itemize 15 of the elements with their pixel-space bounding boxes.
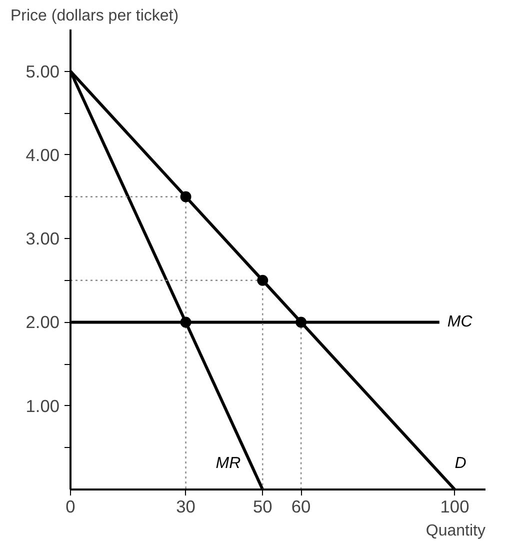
- y-tick-label: 4.00: [26, 144, 60, 165]
- y-tick-label: 3.00: [26, 228, 60, 249]
- x-tick-label: 100: [440, 496, 470, 516]
- y-tick-label: 5.00: [26, 61, 60, 82]
- x-tick-label: 60: [291, 496, 311, 516]
- x-tick-label: 30: [176, 496, 196, 516]
- x-axis-title: Quantity: [426, 522, 486, 540]
- series-label: D: [454, 455, 467, 472]
- y-tick-label: 2.00: [26, 312, 60, 332]
- x-tick-label: 50: [252, 496, 272, 516]
- x-tick-label: 0: [66, 496, 76, 516]
- series-label: MR: [216, 455, 242, 472]
- y-axis-title: Price (dollars per ticket): [10, 8, 179, 24]
- series-label: MC: [447, 314, 473, 331]
- y-tick-label: 1.00: [26, 396, 60, 416]
